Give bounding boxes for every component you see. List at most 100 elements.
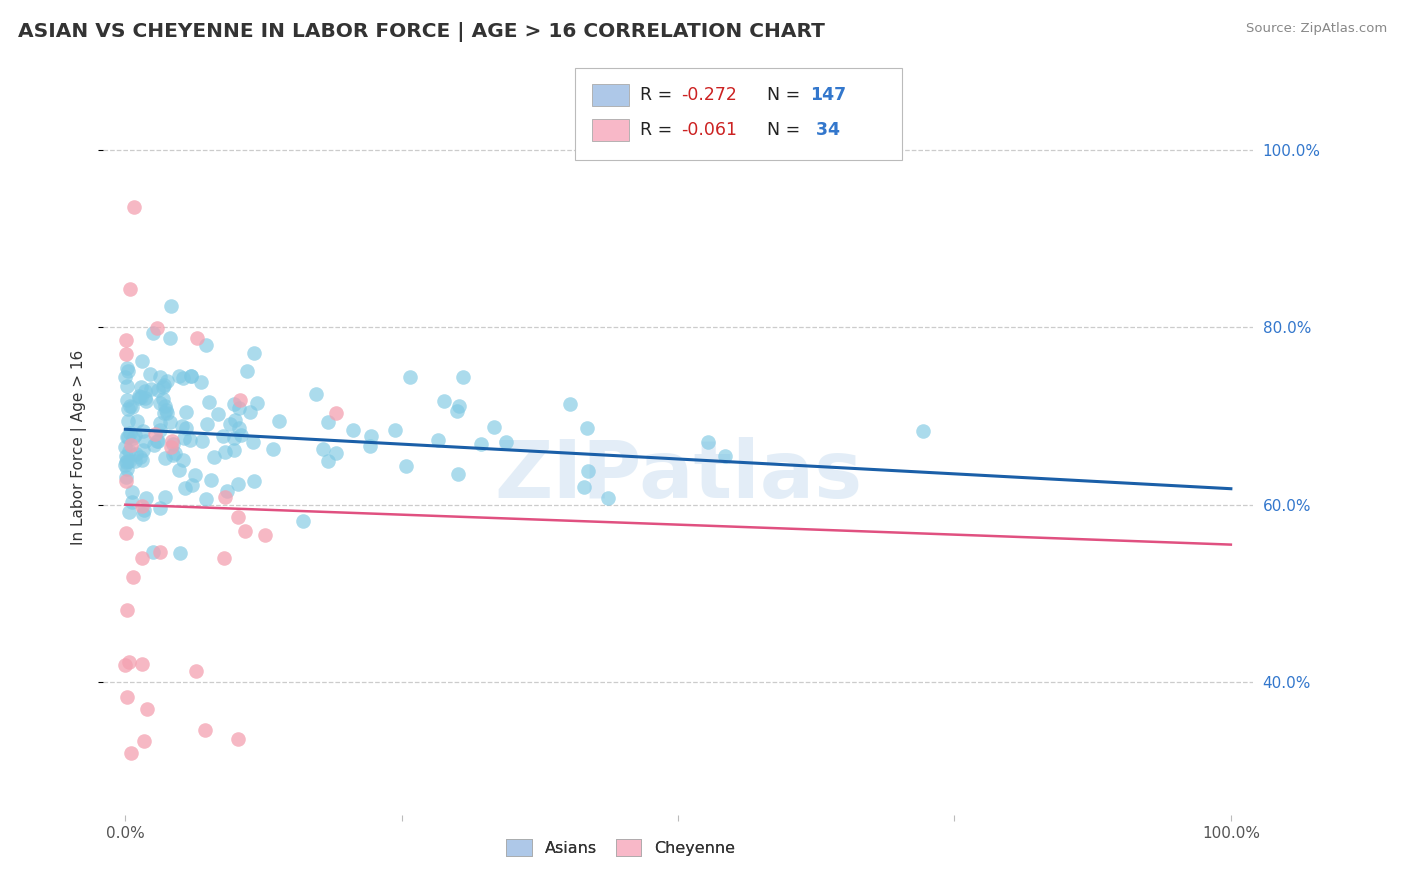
- Point: [131, 551, 153, 566]
- Point: [167, 368, 190, 383]
- Text: -0.061: -0.061: [682, 121, 738, 139]
- Point: [911, 424, 934, 438]
- Point: [233, 524, 256, 538]
- Point: [214, 490, 236, 504]
- Point: [451, 370, 474, 384]
- Point: [146, 434, 169, 449]
- Point: [135, 393, 157, 408]
- Point: [160, 440, 183, 454]
- Point: [162, 437, 184, 451]
- Point: [243, 346, 266, 360]
- Point: [576, 421, 599, 435]
- Point: [115, 470, 138, 484]
- Point: [122, 431, 145, 445]
- Point: [120, 426, 142, 441]
- Point: [115, 462, 138, 476]
- Point: [134, 734, 156, 748]
- Point: [115, 690, 138, 704]
- Point: [316, 415, 339, 429]
- Point: [174, 405, 197, 419]
- Point: [134, 491, 156, 505]
- Point: [134, 384, 156, 398]
- Text: Source: ZipAtlas.com: Source: ZipAtlas.com: [1247, 22, 1388, 36]
- Text: R =: R =: [640, 121, 678, 139]
- Point: [224, 412, 246, 426]
- Point: [145, 426, 167, 441]
- Point: [115, 603, 138, 617]
- Point: [253, 528, 276, 542]
- Point: [134, 434, 156, 449]
- Point: [179, 433, 201, 447]
- Point: [143, 438, 166, 452]
- Text: N =: N =: [766, 86, 806, 104]
- Point: [115, 333, 138, 347]
- Point: [118, 656, 141, 670]
- Point: [139, 368, 162, 382]
- Point: [148, 501, 170, 516]
- Point: [153, 450, 176, 465]
- Point: [131, 657, 153, 672]
- Point: [160, 299, 183, 313]
- Point: [156, 406, 179, 420]
- Point: [117, 392, 139, 407]
- Point: [142, 326, 165, 341]
- Point: [169, 546, 191, 560]
- Text: N =: N =: [766, 121, 806, 139]
- Point: [132, 503, 155, 517]
- Point: [115, 360, 138, 375]
- Point: [118, 282, 141, 296]
- Point: [198, 395, 221, 409]
- Point: [121, 495, 143, 509]
- Point: [180, 368, 202, 383]
- Point: [172, 453, 194, 467]
- Text: ASIAN VS CHEYENNE IN LABOR FORCE | AGE > 16 CORRELATION CHART: ASIAN VS CHEYENNE IN LABOR FORCE | AGE >…: [18, 22, 825, 42]
- Point: [146, 434, 169, 449]
- Text: 34: 34: [810, 121, 841, 139]
- Point: [325, 446, 347, 460]
- Point: [159, 415, 181, 429]
- Point: [149, 423, 172, 437]
- Point: [162, 448, 184, 462]
- Point: [342, 423, 364, 437]
- Point: [131, 452, 153, 467]
- Point: [449, 400, 471, 414]
- Point: [124, 454, 146, 468]
- Point: [200, 473, 222, 487]
- Point: [139, 382, 162, 396]
- Bar: [592, 84, 628, 106]
- Point: [195, 417, 218, 432]
- Point: [181, 478, 204, 492]
- Point: [131, 391, 153, 405]
- Text: R =: R =: [640, 86, 678, 104]
- Point: [714, 449, 737, 463]
- Point: [312, 442, 335, 456]
- Point: [118, 454, 141, 468]
- Point: [117, 430, 139, 444]
- Point: [180, 369, 202, 384]
- Point: [173, 481, 195, 495]
- Point: [163, 445, 186, 459]
- Point: [360, 429, 382, 443]
- Point: [155, 399, 177, 413]
- Point: [399, 370, 422, 384]
- Point: [117, 401, 139, 416]
- Point: [291, 514, 314, 528]
- Text: 147: 147: [810, 86, 846, 104]
- Point: [174, 421, 197, 435]
- Point: [131, 499, 153, 513]
- Point: [576, 464, 599, 478]
- Point: [222, 431, 245, 445]
- Point: [129, 380, 152, 394]
- Point: [186, 331, 208, 345]
- Point: [155, 403, 177, 417]
- Legend: Asians, Cheyenne: Asians, Cheyenne: [499, 832, 741, 863]
- Point: [125, 447, 148, 461]
- Point: [226, 732, 249, 747]
- Point: [470, 437, 492, 451]
- Point: [186, 664, 208, 678]
- Point: [115, 455, 138, 469]
- Point: [269, 414, 291, 428]
- Point: [152, 392, 174, 407]
- Point: [136, 702, 159, 716]
- Point: [122, 201, 145, 215]
